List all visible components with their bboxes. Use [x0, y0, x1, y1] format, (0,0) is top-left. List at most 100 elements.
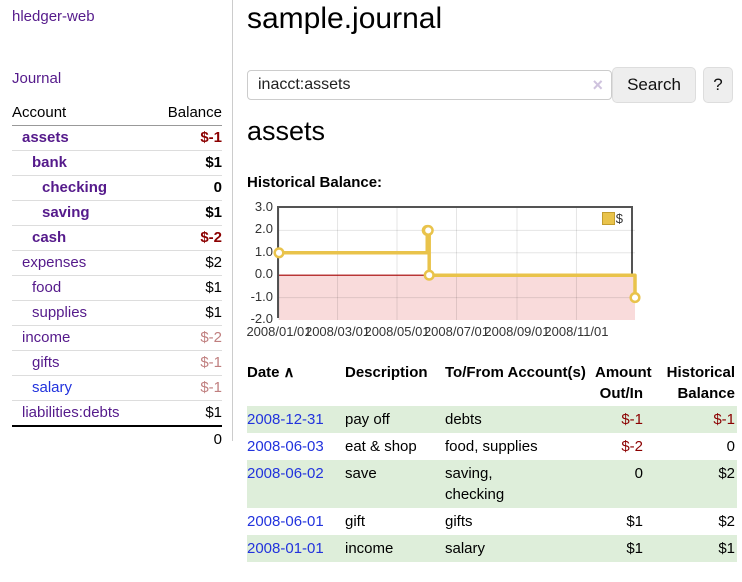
register-balance-cell: $2: [718, 465, 735, 482]
x-tick-label: 2008/05/01: [364, 324, 430, 339]
register-amount-cell: $1: [626, 540, 643, 557]
account-row: income $-2: [12, 325, 222, 351]
register-date-cell: 2008-06-03: [247, 433, 345, 460]
page-title: sample.journal: [247, 2, 443, 35]
sidebar-account-bank[interactable]: bank: [32, 154, 68, 171]
register-table: Date ∧ Description To/From Account(s) Amo…: [247, 360, 737, 562]
historical-balance-chart: 3.0 2.0 1.0 0.0 -1.0 -2.0 $ 2008/01/01 2008/03…: [246, 199, 667, 342]
accounts-header-account: Account: [12, 100, 152, 126]
legend-label: $: [615, 211, 623, 226]
sidebar-account-supplies[interactable]: supplies: [32, 304, 88, 321]
register-header-row: Date ∧ Description To/From Account(s) Amo…: [247, 360, 737, 406]
account-balance: $-1: [151, 350, 222, 376]
accounts-total-row: 0: [12, 425, 222, 453]
sidebar-account-assets[interactable]: assets: [22, 129, 69, 146]
register-accounts-cell: salary: [445, 540, 486, 557]
transaction-date-link[interactable]: 2008-06-02: [247, 465, 324, 482]
register-accounts-cell: debts: [445, 411, 482, 428]
register-row: 2008-12-31 pay off debts $-1 $-1: [247, 406, 737, 433]
sidebar-account-checking[interactable]: checking: [42, 179, 108, 196]
sidebar-account-food[interactable]: food: [32, 279, 62, 296]
search-form: × Search ?: [247, 67, 742, 103]
register-date-cell: 2008-01-01: [247, 535, 345, 562]
sidebar: hledger-web Journal Account Balance asse…: [0, 0, 233, 453]
account-row: salary $-1: [12, 375, 222, 401]
sidebar-account-income[interactable]: income: [22, 329, 71, 346]
register-amount-cell: $-2: [621, 438, 643, 455]
register-description-cell: pay off: [345, 411, 390, 428]
sidebar-account-expenses[interactable]: expenses: [22, 254, 87, 271]
legend-swatch-icon: [601, 212, 615, 225]
y-tick-label: 3.0: [254, 199, 273, 214]
search-button[interactable]: Search: [612, 67, 696, 103]
account-balance: $2: [151, 250, 222, 276]
search-input[interactable]: [248, 71, 611, 99]
y-tick-label: -2.0: [250, 311, 273, 326]
sidebar-account-liabilities-debts[interactable]: liabilities:debts: [22, 404, 120, 421]
account-row: saving $1: [12, 200, 222, 226]
accounts-total-spacer: [12, 425, 152, 453]
register-date-cell: 2008-06-01: [247, 508, 345, 535]
sidebar-account-cash[interactable]: cash: [32, 229, 67, 246]
register-row: 2008-06-01 gift gifts $1 $2: [247, 508, 737, 535]
account-balance: $1: [151, 400, 222, 427]
account-row: liabilities:debts $1: [12, 400, 222, 427]
accounts-total-balance: 0: [151, 425, 222, 453]
register-amount-cell: $1: [626, 513, 643, 530]
register-row: 2008-06-03 eat & shop food, supplies $-2 0: [247, 433, 737, 460]
account-row: checking 0: [12, 175, 222, 201]
account-balance: $1: [151, 300, 222, 326]
accounts-header-row: Account Balance: [12, 100, 222, 126]
clear-search-icon[interactable]: ×: [592, 75, 603, 95]
account-row: bank $1: [12, 150, 222, 176]
app-brand-link[interactable]: hledger-web: [12, 8, 95, 25]
register-accounts-cell: saving, checking: [445, 465, 505, 503]
register-description-cell: save: [345, 465, 377, 482]
sidebar-account-saving[interactable]: saving: [42, 204, 90, 221]
account-balance: $-2: [151, 325, 222, 351]
account-balance: 0: [151, 175, 222, 201]
register-balance-cell: 0: [726, 438, 735, 455]
register-balance-cell: $1: [718, 540, 735, 557]
y-tick-label: 0.0: [254, 266, 273, 282]
transaction-date-link[interactable]: 2008-06-03: [247, 438, 324, 455]
register-row: 2008-01-01 income salary $1 $1: [247, 535, 737, 562]
register-balance-cell: $-1: [713, 411, 735, 428]
accounts-table: Account Balance assets $-1 bank $1 checking 0…: [12, 100, 222, 453]
y-tick-label: 1.0: [254, 243, 273, 259]
x-tick-label: 2008/11/01: [544, 324, 609, 339]
account-heading: assets: [247, 116, 326, 146]
account-row: cash $-2: [12, 225, 222, 251]
nav-journal-link[interactable]: Journal: [12, 70, 62, 87]
register-amount-cell: 0: [634, 465, 643, 482]
register-amount-cell: $-1: [621, 411, 643, 428]
y-tick-label: 2.0: [254, 221, 273, 237]
account-balance: $-1: [151, 375, 222, 401]
account-balance: $1: [151, 275, 222, 301]
account-balance: $-2: [151, 225, 222, 251]
register-header-date[interactable]: Date ∧: [247, 364, 295, 381]
sort-ascending-icon: ∧: [283, 364, 295, 381]
sidebar-account-gifts[interactable]: gifts: [32, 354, 60, 371]
register-header-balance: Historical Balance: [666, 364, 735, 402]
register-header-accounts: To/From Account(s): [445, 364, 586, 381]
register-header-amount: Amount Out/In: [595, 364, 652, 402]
account-balance: $1: [151, 200, 222, 226]
transaction-date-link[interactable]: 2008-01-01: [247, 540, 324, 557]
accounts-header-balance: Balance: [151, 100, 222, 126]
help-button[interactable]: ?: [703, 67, 733, 103]
search-box: ×: [247, 70, 612, 100]
transaction-date-link[interactable]: 2008-12-31: [247, 411, 324, 428]
transaction-date-link[interactable]: 2008-06-01: [247, 513, 324, 530]
x-tick-label: 2008/07/01: [423, 324, 490, 339]
sidebar-account-salary[interactable]: salary: [32, 379, 73, 396]
chart-canvas: [273, 208, 641, 320]
chart-title: Historical Balance:: [247, 174, 383, 191]
register-description-cell: eat & shop: [345, 438, 417, 455]
main-content: sample.journal × Search ? assets Histori…: [246, 0, 742, 582]
account-row: food $1: [12, 275, 222, 301]
y-tick-label: -1.0: [250, 288, 273, 304]
account-row: expenses $2: [12, 250, 222, 276]
x-tick-label: 2008/01/01: [246, 324, 312, 339]
